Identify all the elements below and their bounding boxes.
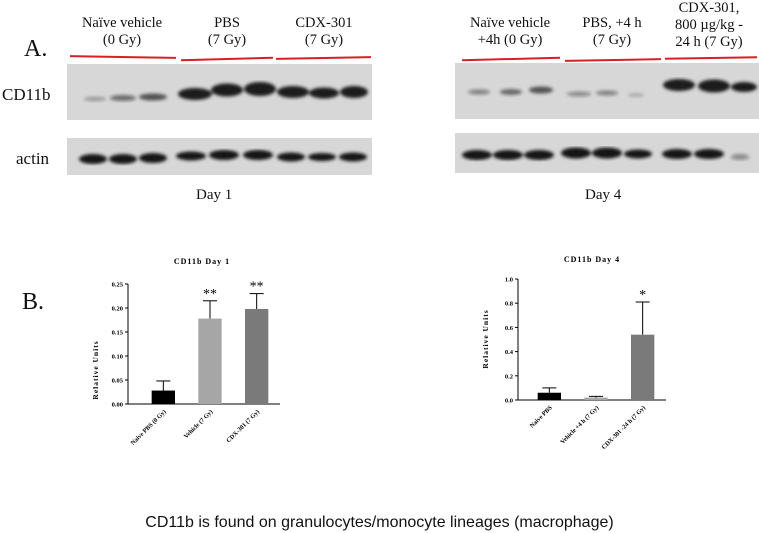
chart-day1-ytick-label: 0.20	[112, 306, 123, 313]
day1-actin-blot	[67, 138, 372, 175]
day4-group-2-line1: PBS, +4 h	[582, 15, 642, 31]
chart-day1-ytick-label: 0.00	[112, 402, 123, 409]
day1-group-3-header: CDX-301 (7 Gy)	[276, 15, 372, 49]
day4-group-3-line3: 24 h (7 Gy)	[675, 34, 743, 50]
panel-b-label: B.	[22, 289, 45, 315]
chart-day4-bar	[537, 392, 561, 400]
chart-day1-bar	[198, 318, 222, 404]
chart-day1-significance: **	[250, 280, 264, 295]
day4-group-3-underline	[664, 56, 758, 60]
day4-group-3-line2: 800 µg/kg -	[675, 17, 743, 33]
cd11b-row-label: CD11b	[2, 85, 51, 104]
day1-group-2-underline	[180, 56, 274, 62]
day1-group-1-header: Naïve vehicle (0 Gy)	[66, 15, 178, 49]
day1-group-3-underline	[275, 56, 372, 60]
chart-day1-plot: 0.00 0.05 0.10 0.15 0.20 0.25 Naive PBS (0 Gy)…	[112, 280, 280, 447]
chart-day1-bar	[245, 308, 269, 404]
day4-group-2-underline	[564, 58, 662, 62]
day4-group-1-underline	[461, 56, 561, 62]
day4-label: Day 4	[585, 187, 622, 203]
chart-day4-ylabel: Relative Units	[481, 309, 490, 368]
chart-day4-bar	[584, 397, 608, 400]
chart-day4-ytick-label: 0.8	[505, 301, 514, 308]
day4-group-3-header: CDX-301, 800 µg/kg - 24 h (7 Gy)	[660, 0, 758, 51]
day4-group-1-line1: Naïve vehicle	[469, 15, 551, 31]
day1-actin-bands	[79, 150, 367, 164]
chart-day4-category-label: Vehicle +4 h (7 Gy)	[559, 404, 600, 445]
day1-group-2-header: PBS (7 Gy)	[180, 15, 274, 49]
chart-day1-category-label: Vehicle (7 Gy)	[183, 408, 215, 440]
chart-day1-ytick-label: 0.05	[112, 378, 124, 385]
chart-day4-ytick-label: 1.0	[505, 277, 513, 284]
day4-group-3-line1: CDX-301,	[678, 0, 740, 16]
day4-cd11b-blot	[455, 63, 759, 119]
chart-day4-category-label: Naive PBS	[529, 404, 554, 429]
chart-day4-category-label: CDX-301 -24 h (7 Gy)	[601, 404, 648, 451]
day1-group-1-line1: Naïve vehicle	[81, 15, 163, 31]
day4-group-1-header: Naïve vehicle +4h (0 Gy)	[455, 15, 565, 49]
chart-day1-category-label: CDX-301 (7 Gy)	[225, 408, 261, 444]
chart-day4: CD11b Day 4 Relative Units 0.00.20.40.60…	[481, 255, 666, 451]
day1-group-1-underline	[69, 55, 177, 59]
actin-row-label: actin	[16, 149, 50, 168]
chart-day4-bar	[631, 334, 655, 400]
figure-caption: CD11b is found on granulocytes/monocyte …	[145, 514, 614, 531]
chart-day1-category-label: Naive PBS (0 Gy)	[130, 408, 168, 446]
day1-cd11b-bands	[84, 82, 368, 101]
day1-label: Day 1	[196, 187, 233, 203]
day4-actin-blot	[455, 133, 759, 173]
panel-a-label: A.	[24, 36, 48, 62]
chart-day1-title: CD11b Day 1	[174, 257, 230, 266]
chart-day1-bar	[151, 390, 175, 404]
chart-day4-title: CD11b Day 4	[564, 255, 620, 264]
chart-day1-ylabel: Relative Units	[91, 340, 100, 399]
chart-day4-plot: 0.0 0.2 0.4 0.6 0.8 1.0 Naive PBS Vehicle +4 h …	[505, 277, 666, 451]
chart-day1-ytick-label: 0.15	[112, 330, 124, 337]
chart-day1-significance: **	[203, 287, 217, 302]
day4-group-2-header: PBS, +4 h (7 Gy)	[564, 15, 660, 49]
day1-cd11b-blot	[67, 64, 372, 120]
chart-day4-significance: *	[639, 288, 646, 303]
chart-day4-ytick-label: 0.4	[505, 349, 514, 356]
day1-group-2-line2: (7 Gy)	[207, 32, 247, 48]
day1-group-2-line1: PBS	[214, 15, 240, 31]
day1-group-3-line1: CDX-301	[295, 15, 353, 31]
day4-actin-bands	[462, 147, 749, 160]
day4-group-1-line2: +4h (0 Gy)	[477, 32, 543, 48]
chart-day1-ytick-label: 0.10	[112, 354, 123, 361]
day1-group-3-line2: (7 Gy)	[304, 32, 344, 48]
chart-day4-ytick-label: 0.2	[505, 373, 513, 380]
chart-day4-ytick-label: 0.6	[505, 325, 514, 332]
day4-group-2-line2: (7 Gy)	[592, 32, 632, 48]
day4-cd11b-bands	[468, 79, 757, 97]
chart-day1-ytick-label: 0.25	[112, 282, 124, 289]
chart-day1: CD11b Day 1 Relative Units 0.000.050.100…	[91, 257, 280, 447]
day1-group-1-line2: (0 Gy)	[102, 32, 142, 48]
chart-day4-ytick-label: 0.0	[505, 398, 513, 405]
